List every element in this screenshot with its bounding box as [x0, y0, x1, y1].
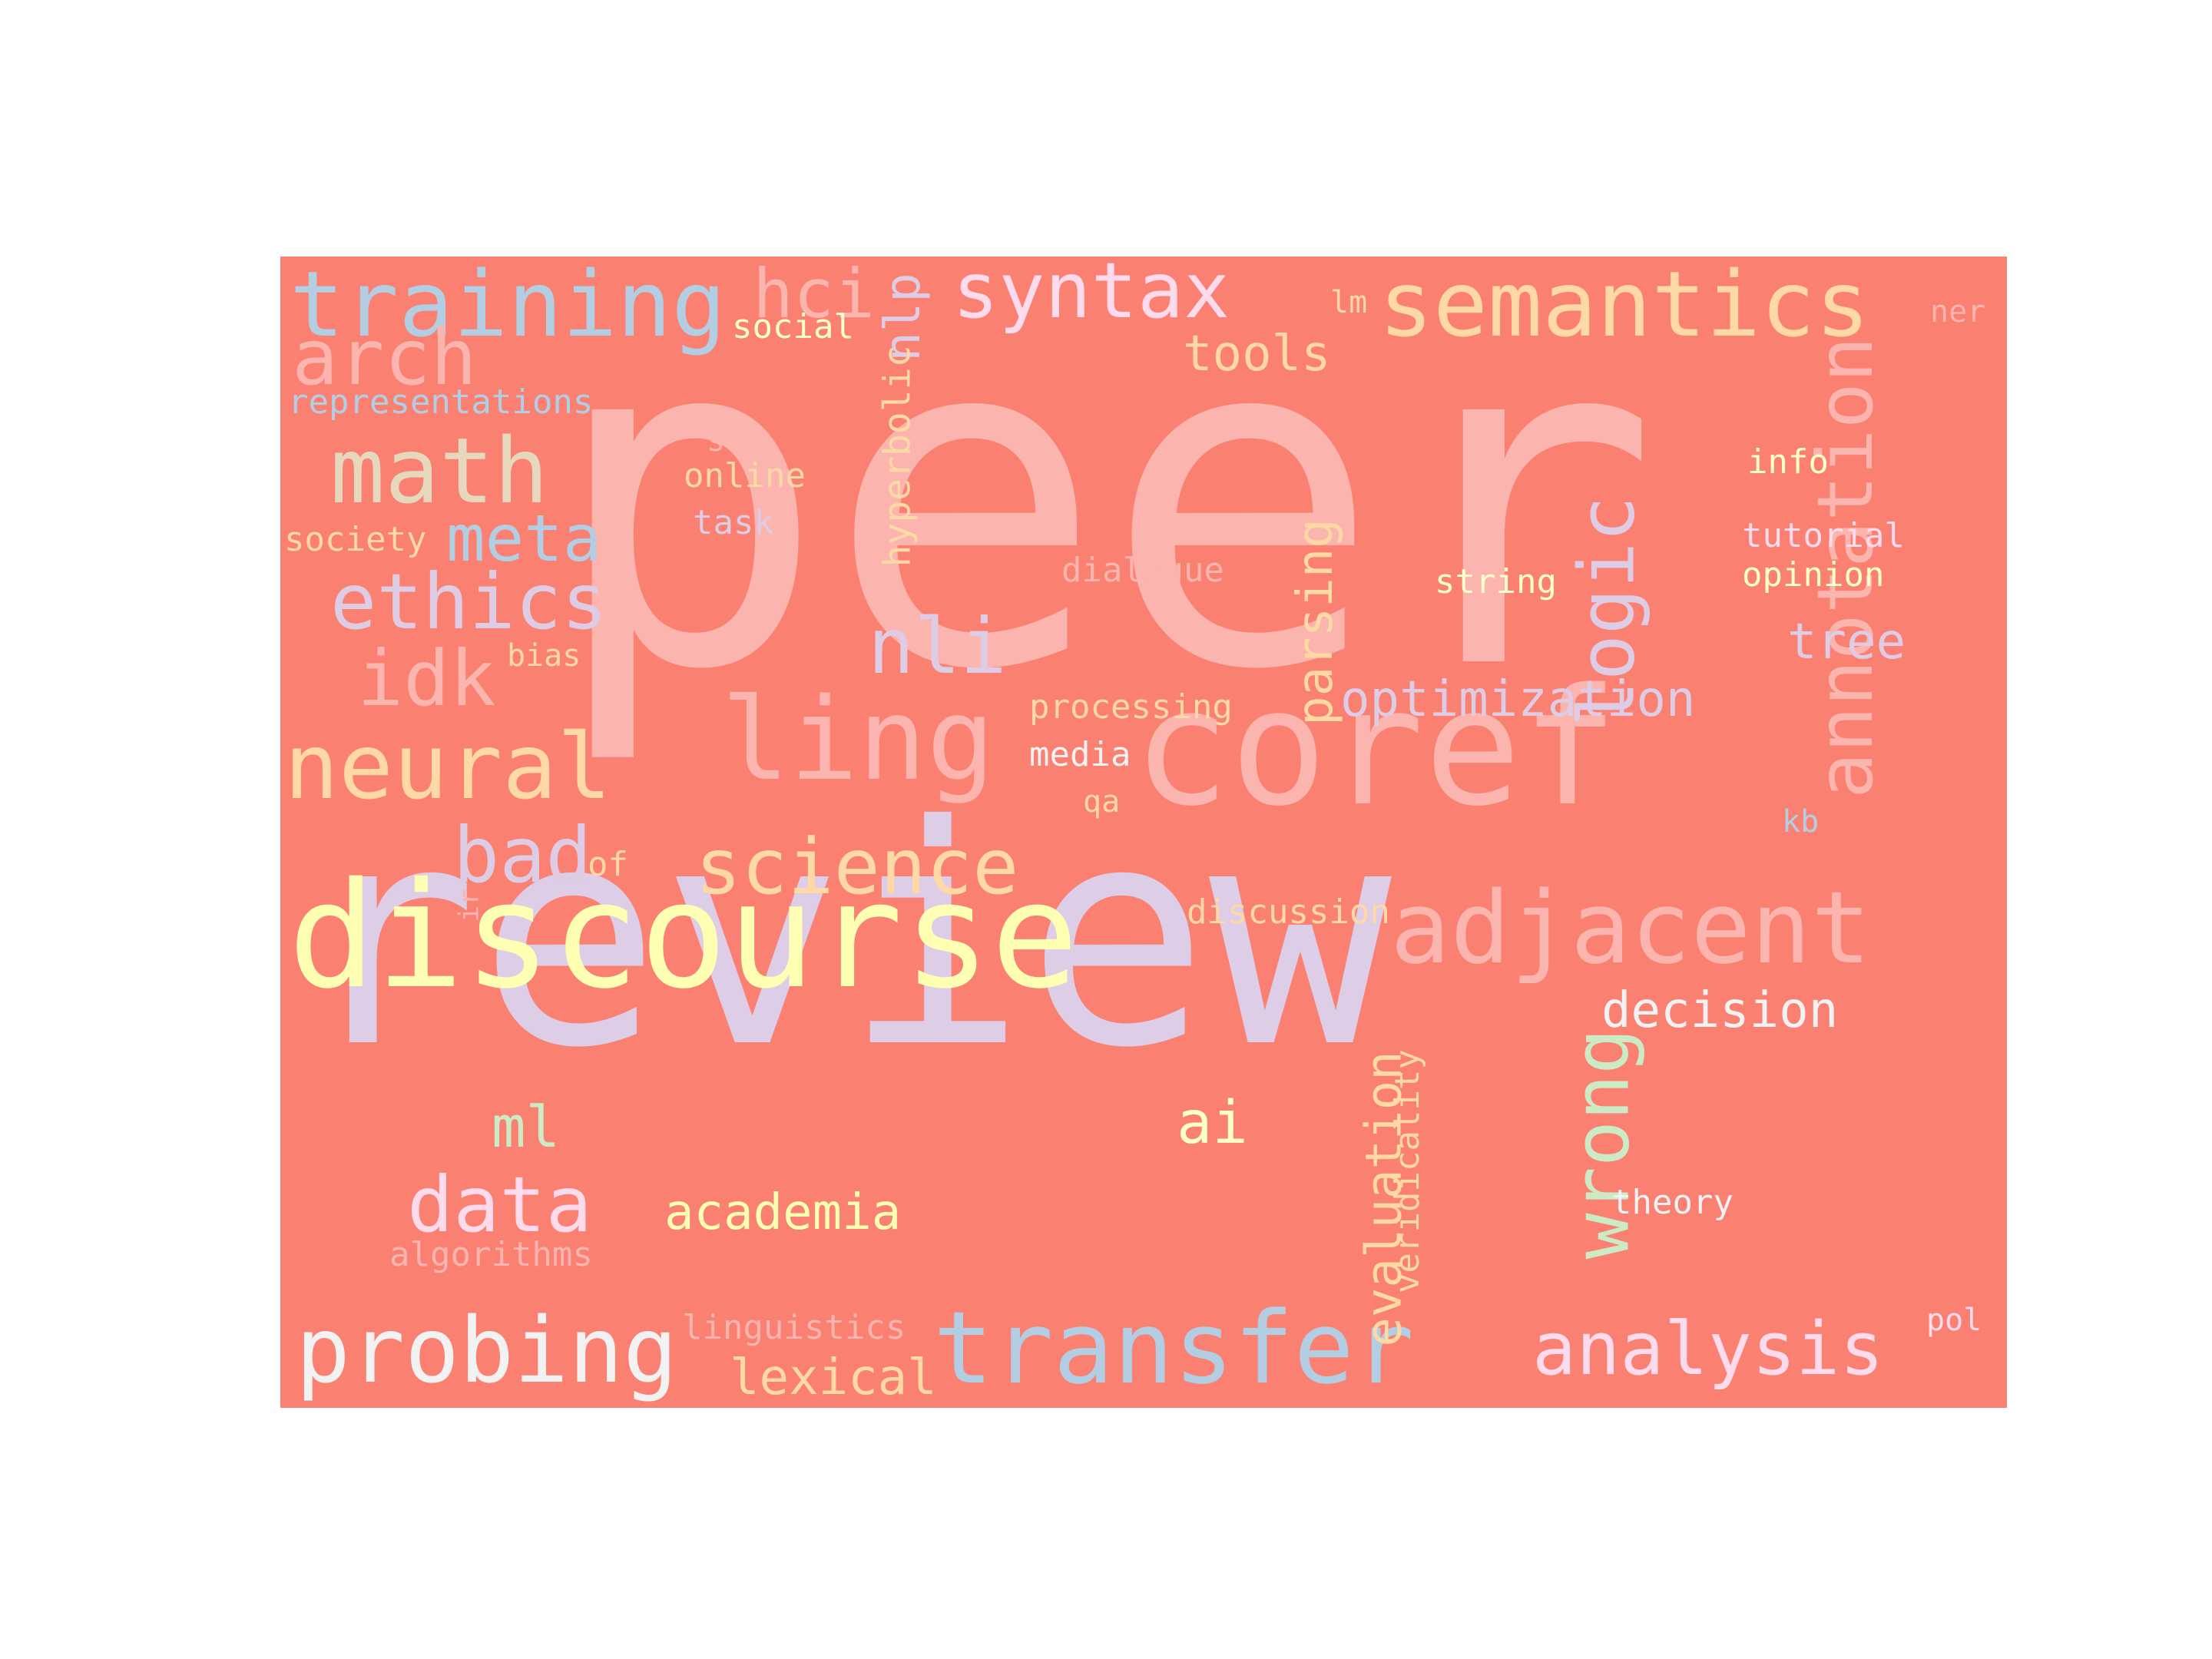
word-coref: coref	[1133, 654, 1619, 842]
word-hci: hci	[753, 257, 875, 333]
word-sci: sci	[707, 423, 763, 459]
word-algorithms: algorithms	[389, 1235, 593, 1274]
word-data: data	[407, 1160, 592, 1250]
word-info: info	[1747, 442, 1829, 482]
word-transfer: transfer	[933, 1290, 1415, 1406]
word-nli: nli	[868, 601, 1007, 691]
word-lm: lm	[1330, 285, 1368, 320]
word-social: social	[732, 307, 854, 346]
word-pol: pol	[1926, 1303, 1982, 1338]
word-online: online	[684, 456, 806, 495]
word-qa: qa	[1083, 784, 1121, 820]
word-math: math	[330, 418, 549, 524]
word-ai: ai	[1177, 1089, 1248, 1157]
word-meta: meta	[446, 501, 602, 576]
word-bias: bias	[507, 638, 581, 674]
word-science: science	[695, 822, 1019, 912]
word-idk: idk	[357, 634, 496, 724]
word-linguistics: linguistics	[682, 1308, 906, 1347]
word-tree: tree	[1787, 614, 1906, 671]
word-training: training	[290, 257, 727, 357]
word-task: task	[693, 503, 774, 542]
word-dialogue: dialogue	[1061, 551, 1224, 590]
word-review: review	[296, 761, 1392, 1114]
word-bad: bad	[453, 810, 592, 900]
word-probing: probing	[296, 1297, 678, 1403]
word-optimization: optimization	[1340, 671, 1696, 728]
word-arch: arch	[292, 313, 477, 402]
word-analysis: analysis	[1532, 1307, 1884, 1392]
word-veridicality: veridicality	[1387, 1049, 1427, 1293]
word-ml: ml	[492, 1094, 561, 1161]
word-tools: tools	[1183, 326, 1331, 382]
word-neural: neural	[284, 714, 612, 820]
word-opinion: opinion	[1742, 555, 1885, 594]
word-discourse: discourse	[288, 851, 1079, 1021]
word-adjacent: adjacent	[1390, 869, 1872, 986]
word-ner: ner	[1930, 294, 1986, 329]
word-society: society	[284, 520, 427, 559]
word-syntax: syntax	[952, 257, 1230, 336]
word-parsing: parsing	[1286, 518, 1344, 726]
word-media: media	[1029, 735, 1131, 774]
word-ethics: ethics	[330, 557, 608, 647]
word-discussion: discussion	[1187, 892, 1390, 932]
word-wrong: wrong	[1556, 1028, 1647, 1260]
word-peer: peer	[549, 257, 1659, 770]
word-ir: ir	[453, 889, 485, 922]
word-lexical: lexical	[730, 1349, 937, 1406]
word-processing: processing	[1029, 687, 1233, 727]
word-semantics: semantics	[1379, 257, 1870, 357]
word-string: string	[1435, 562, 1557, 601]
word-tutorial: tutorial	[1742, 516, 1905, 555]
word-ling: ling	[721, 674, 995, 806]
word-of: of	[588, 845, 628, 884]
word-theory: theory	[1611, 1183, 1734, 1222]
word-cloud: review peer coref discourse adjacent tra…	[280, 257, 2007, 1408]
word-decision: decision	[1601, 982, 1839, 1039]
word-representations: representations	[288, 382, 594, 422]
word-kb: kb	[1782, 804, 1820, 839]
word-hyperbolic: hyperbolic	[876, 345, 919, 568]
word-academia: academia	[664, 1184, 902, 1241]
